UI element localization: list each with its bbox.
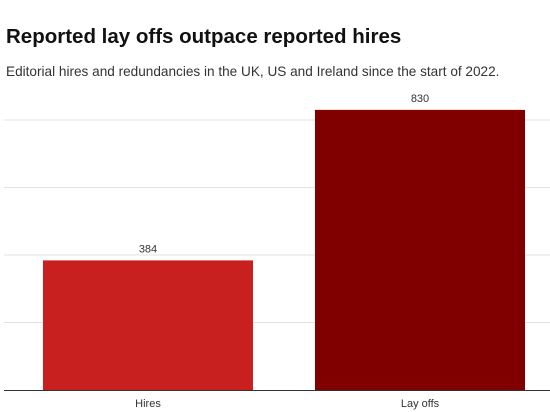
bar-lay-offs: [315, 109, 525, 390]
x-axis-tick-labels: Hires Lay offs: [135, 398, 439, 410]
data-label: 384: [139, 243, 157, 255]
chart-title: Reported lay offs outpace reported hires: [6, 25, 402, 48]
x-tick-label: Lay offs: [401, 398, 440, 410]
bars: [43, 109, 525, 390]
data-labels: 384 830: [139, 93, 429, 256]
chart-subtitle: Editorial hires and redundancies in the …: [6, 64, 500, 79]
bar-hires: [43, 260, 253, 390]
x-tick-label: Hires: [135, 398, 161, 410]
data-label: 830: [411, 93, 429, 105]
